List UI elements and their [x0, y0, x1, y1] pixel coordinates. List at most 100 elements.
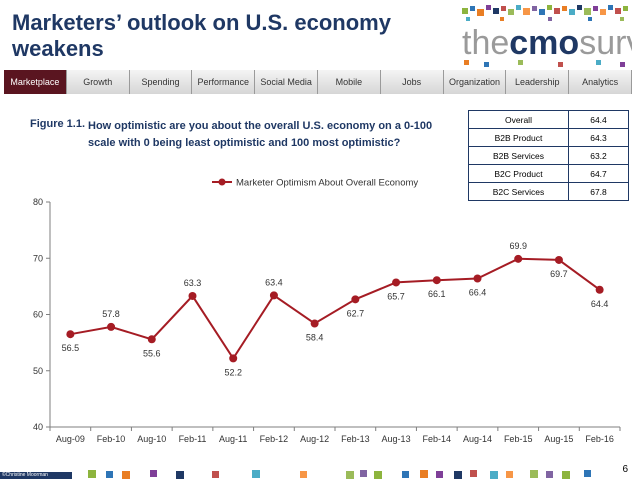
nav-item-performance[interactable]: Performance [192, 70, 256, 94]
footer-square [584, 470, 591, 477]
table-row: Overall 64.4 [468, 110, 629, 129]
data-label: 52.2 [224, 367, 242, 377]
table-row: B2C Product 64.7 [468, 164, 629, 183]
table-row: B2B Product 64.3 [468, 128, 629, 147]
data-point [269, 291, 278, 300]
footer-square [470, 470, 477, 477]
data-label: 69.9 [509, 241, 527, 251]
data-point [554, 255, 563, 264]
data-label: 56.5 [62, 343, 80, 353]
footer-square [106, 471, 113, 478]
logo-text-the: the [462, 24, 509, 62]
figure-question: How optimistic are you about the overall… [88, 120, 433, 149]
x-tick-label: Aug-15 [544, 434, 573, 444]
slide-title: Marketers’ outlook on U.S. economy weake… [12, 10, 391, 61]
series-line [70, 257, 601, 361]
data-label: 65.7 [387, 291, 405, 301]
x-tick-label: Aug-14 [463, 434, 492, 444]
data-point [473, 274, 482, 283]
footer-square [546, 471, 553, 478]
data-point [188, 291, 197, 300]
data-point [514, 254, 523, 263]
segment-value: 67.8 [568, 182, 629, 201]
section-nav: Marketplace Growth Spending Performance … [4, 70, 632, 94]
legend-label: Marketer Optimism About Overall Economy [236, 178, 418, 189]
data-point [595, 285, 604, 294]
data-point [351, 295, 360, 304]
footer-square [374, 471, 382, 479]
x-tick-label: Aug-11 [219, 434, 247, 444]
data-label: 64.4 [591, 299, 609, 309]
data-label: 69.7 [550, 269, 568, 279]
x-tick-label: Feb-12 [260, 434, 289, 444]
y-tick-label: 70 [33, 253, 43, 263]
footer-square [562, 471, 570, 479]
x-tick-label: Feb-15 [504, 434, 533, 444]
footer-square [122, 471, 130, 479]
x-tick-label: Feb-13 [341, 434, 370, 444]
data-point [432, 276, 441, 285]
footer-square [150, 470, 157, 477]
data-point [107, 322, 116, 331]
data-point [147, 335, 156, 344]
y-tick-label: 80 [33, 197, 43, 207]
segment-value: 64.4 [568, 110, 629, 129]
footer-square [402, 471, 409, 478]
data-label: 63.4 [265, 277, 283, 287]
x-tick-label: Aug-13 [382, 434, 411, 444]
data-label: 66.4 [469, 288, 487, 298]
footer-square [360, 470, 367, 477]
segment-value: 64.7 [568, 164, 629, 183]
nav-item-jobs[interactable]: Jobs [380, 70, 444, 94]
footer-square [252, 470, 260, 478]
table-row: B2B Services 63.2 [468, 146, 629, 165]
footer-square [506, 471, 513, 478]
data-point [310, 319, 319, 328]
footer-square [420, 470, 428, 478]
logo-text-cmo: cmo [509, 24, 579, 62]
footer-square [346, 471, 354, 479]
nav-item-mobile[interactable]: Mobile [317, 70, 381, 94]
x-tick-label: Feb-10 [97, 434, 126, 444]
data-label: 63.3 [184, 278, 202, 288]
footer-square [436, 471, 443, 478]
segment-name: Overall [468, 110, 569, 129]
footer-square [530, 470, 538, 478]
data-label: 58.4 [306, 333, 324, 343]
logo-mosaic-bottom [464, 60, 625, 67]
cmo-survey-logo: thecmosurvey [462, 5, 632, 67]
segment-name: B2B Product [468, 128, 569, 147]
y-tick-label: 40 [33, 422, 43, 432]
nav-item-leadership[interactable]: Leadership [506, 70, 570, 94]
y-tick-label: 60 [33, 310, 43, 320]
legend-swatch-marker [218, 178, 226, 186]
data-label: 62.7 [347, 308, 365, 318]
y-tick-label: 50 [33, 366, 43, 376]
footer-square [212, 471, 219, 478]
footer-square [454, 471, 462, 479]
nav-item-analytics[interactable]: Analytics [569, 70, 632, 94]
nav-item-organization[interactable]: Organization [443, 70, 507, 94]
segment-value: 64.3 [568, 128, 629, 147]
x-tick-label: Aug-09 [56, 434, 85, 444]
table-row: B2C Services 67.8 [468, 182, 629, 201]
data-label: 55.6 [143, 348, 161, 358]
svg-text:thecmosurvey: thecmosurvey [462, 24, 632, 62]
nav-item-social-media[interactable]: Social Media [255, 70, 318, 94]
nav-item-marketplace[interactable]: Marketplace [4, 70, 67, 94]
x-tick-label: Aug-10 [137, 434, 166, 444]
x-tick-label: Feb-16 [585, 434, 614, 444]
footer-square [300, 471, 307, 478]
data-label: 66.1 [428, 289, 446, 299]
data-point [66, 330, 75, 339]
data-label: 57.8 [102, 309, 120, 319]
segment-summary-table: Overall 64.4 B2B Product 64.3 B2B Servic… [468, 110, 629, 201]
copyright-label: ©Christine Moorman [0, 472, 72, 479]
footer-square [176, 471, 184, 479]
nav-item-growth[interactable]: Growth [66, 70, 130, 94]
segment-name: B2B Services [468, 146, 569, 165]
x-tick-label: Feb-11 [179, 434, 207, 444]
figure-label: Figure 1.1. [30, 118, 86, 130]
nav-item-spending[interactable]: Spending [129, 70, 193, 94]
optimism-line-chart: 40 50 60 70 80 Aug-09 Feb-10 Aug-10 Feb-11 Aug-11… [33, 178, 621, 444]
